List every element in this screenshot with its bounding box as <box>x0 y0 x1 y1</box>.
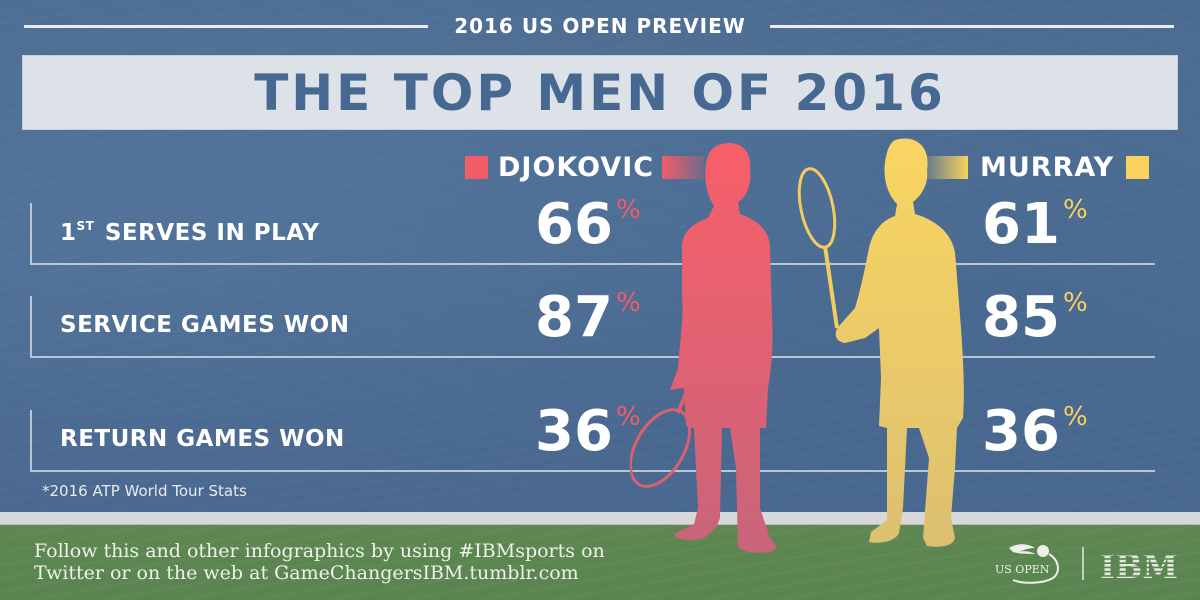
footer-text: Follow this and other infographics by us… <box>34 540 605 584</box>
murray-silhouette-icon <box>797 138 964 547</box>
stat-row-service-games: SERVICE GAMES WON 87% 85% <box>30 288 1155 358</box>
page-title: THE TOP MEN OF 2016 <box>254 64 946 122</box>
djokovic-silhouette-icon <box>630 143 776 553</box>
stat-label: 1ST SERVES IN PLAY <box>60 219 320 246</box>
value-number: 66 <box>535 192 613 257</box>
murray-value: 85% <box>982 288 1088 348</box>
kicker-rule-left <box>24 25 428 28</box>
djokovic-value: 87% <box>535 288 641 348</box>
us-open-logo-icon: US OPEN <box>995 544 1059 584</box>
footer-line-1: Follow this and other infographics by us… <box>34 540 605 562</box>
percent-sign: % <box>615 195 641 225</box>
djokovic-color-swatch <box>465 155 488 179</box>
stat-label: SERVICE GAMES WON <box>60 312 350 338</box>
ibm-logo-icon: IBM <box>1100 547 1178 581</box>
court-baseline <box>0 512 1200 525</box>
percent-sign: % <box>615 402 641 432</box>
value-number: 85 <box>982 285 1060 350</box>
djokovic-name: DJOKOVIC <box>498 151 655 183</box>
djokovic-value: 66% <box>535 195 641 255</box>
murray-gradient-bar <box>922 155 968 179</box>
percent-sign: % <box>1062 195 1088 225</box>
label-prefix: 1 <box>60 220 77 246</box>
grass-area <box>0 525 1200 600</box>
murray-heading: MURRAY <box>922 151 1150 183</box>
djokovic-gradient-bar <box>662 155 705 179</box>
row-frame <box>30 296 1155 358</box>
value-number: 36 <box>982 399 1060 464</box>
logo-divider <box>1082 547 1084 580</box>
percent-sign: % <box>615 288 641 318</box>
footnote: *2016 ATP World Tour Stats <box>42 482 247 500</box>
value-number: 61 <box>982 192 1060 257</box>
stat-label: RETURN GAMES WON <box>60 426 345 452</box>
row-frame <box>30 410 1155 472</box>
murray-value: 36% <box>982 402 1088 462</box>
stat-row-return-games: RETURN GAMES WON 36% 36% <box>30 402 1155 472</box>
svg-text:US OPEN: US OPEN <box>995 563 1050 576</box>
kicker-row: 2016 US OPEN PREVIEW <box>0 12 1200 40</box>
djokovic-value: 36% <box>535 402 641 462</box>
value-number: 36 <box>535 399 613 464</box>
label-superscript: ST <box>76 219 95 233</box>
title-banner: THE TOP MEN OF 2016 <box>22 55 1178 130</box>
djokovic-heading: DJOKOVIC <box>465 151 705 183</box>
row-frame <box>30 203 1155 265</box>
murray-value: 61% <box>982 195 1088 255</box>
stat-row-first-serves: 1ST SERVES IN PLAY 66% 61% <box>30 195 1155 265</box>
kicker-text: 2016 US OPEN PREVIEW <box>454 14 746 38</box>
kicker-rule-right <box>770 25 1174 28</box>
svg-text:IBM: IBM <box>1100 547 1178 581</box>
footer-line-2: Twitter or on the web at GameChangersIBM… <box>34 562 579 584</box>
percent-sign: % <box>1062 288 1088 318</box>
value-number: 87 <box>535 285 613 350</box>
murray-color-swatch <box>1126 155 1150 179</box>
percent-sign: % <box>1062 402 1088 432</box>
murray-name: MURRAY <box>980 151 1115 183</box>
label-text: SERVES IN PLAY <box>104 220 320 246</box>
